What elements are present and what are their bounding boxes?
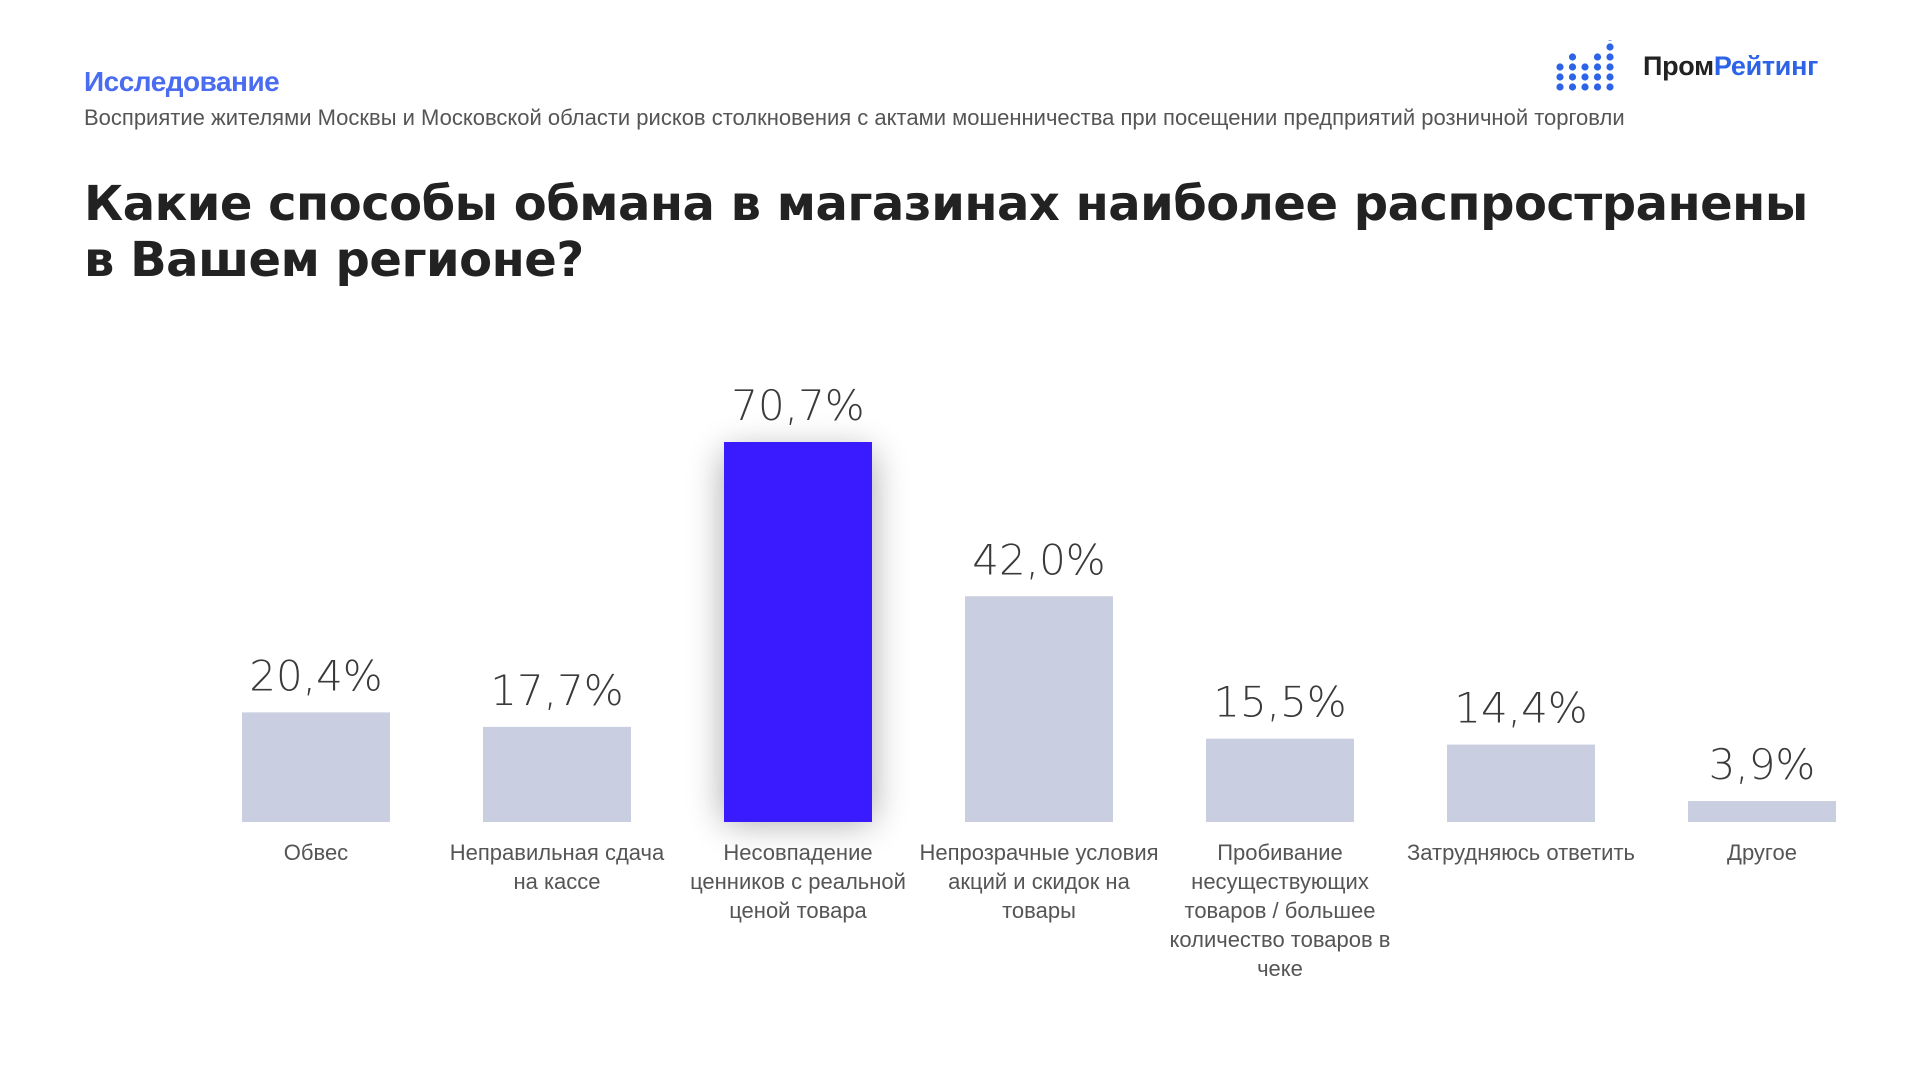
- category-label: Пробивание несуществующих товаров / боль…: [1169, 840, 1391, 981]
- category-label: Непрозрачные условия акций и скидок на т…: [919, 840, 1159, 923]
- data-label: 20,4%: [249, 651, 382, 700]
- data-label: 14,4%: [1454, 684, 1587, 733]
- bar: [1447, 744, 1595, 822]
- data-label: 42,0%: [972, 535, 1105, 584]
- data-label: 70,7%: [731, 381, 864, 430]
- category-label: Затрудняюсь ответить: [1406, 840, 1636, 865]
- category-label: Обвес: [283, 840, 349, 865]
- logo-text-rating: Рейтинг: [1713, 50, 1819, 81]
- data-label: 3,9%: [1709, 740, 1816, 789]
- prom-rating-logo: ПромРейтинг: [1555, 40, 1818, 92]
- bar: [483, 726, 631, 822]
- logo-dots-icon: [1556, 40, 1614, 91]
- category-label: Неправильная сдача на кассе: [449, 840, 665, 894]
- bar: [965, 596, 1113, 822]
- category-label: Несовпадение ценников с реальной ценой т…: [690, 840, 906, 923]
- bar: [242, 712, 390, 822]
- data-label: 15,5%: [1213, 678, 1346, 727]
- study-subtitle: Восприятие жителями Москвы и Московской …: [84, 105, 1625, 130]
- logo-text-prom: Пром: [1643, 50, 1714, 81]
- data-label: 17,7%: [490, 666, 623, 715]
- chart-title: Какие способы обмана в магазинах наиболе…: [84, 176, 1808, 288]
- category-label: Другое: [1727, 840, 1797, 865]
- section-kicker: Исследование: [84, 66, 280, 97]
- bar: [1206, 738, 1354, 822]
- bar: [1688, 801, 1836, 822]
- bar: [724, 442, 872, 822]
